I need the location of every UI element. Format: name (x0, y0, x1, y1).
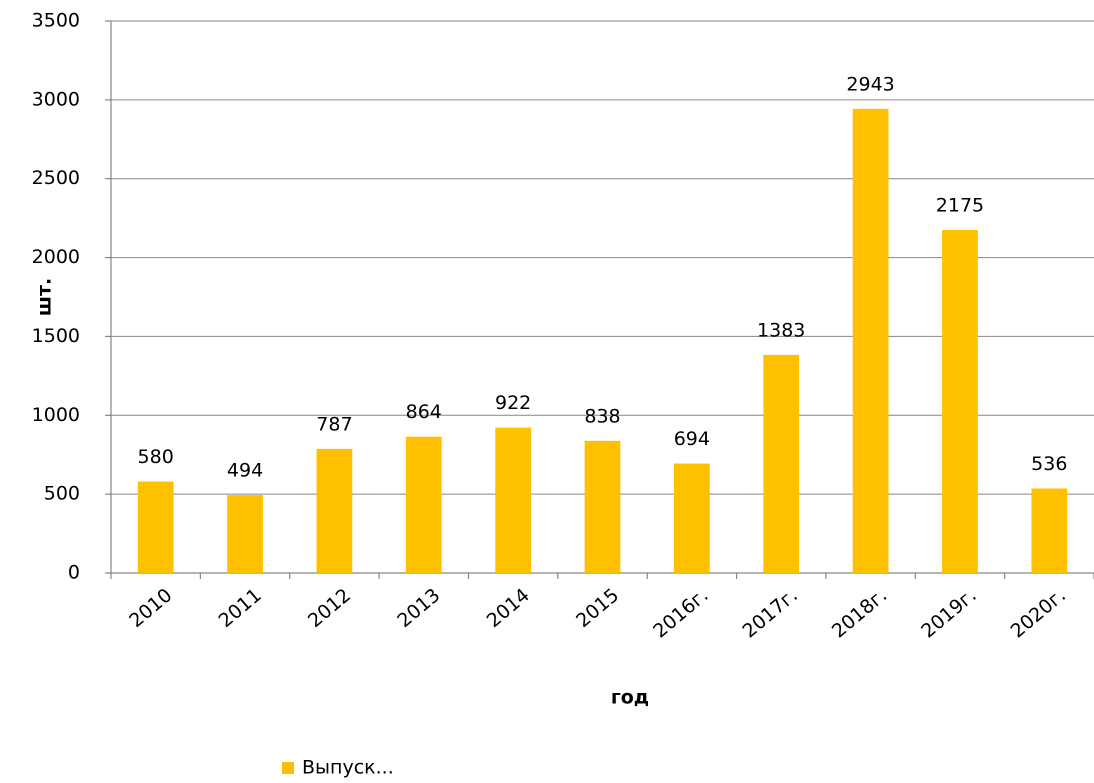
data-label: 787 (316, 413, 352, 435)
bar (405, 436, 442, 573)
x-tick-label: 2011 (215, 584, 266, 632)
legend-label: Выпуск... (302, 757, 394, 779)
y-tick-label: 500 (44, 483, 80, 505)
bar (673, 463, 710, 573)
x-tick-label: 2019г. (917, 584, 980, 642)
data-label: 922 (495, 392, 531, 414)
data-label: 494 (227, 460, 263, 482)
data-label: 694 (674, 428, 710, 450)
data-label: 1383 (757, 319, 805, 341)
data-label: 838 (584, 405, 620, 427)
data-label: 536 (1031, 453, 1067, 475)
bar (584, 440, 621, 573)
data-label: 580 (138, 446, 174, 468)
data-label: 2175 (936, 194, 984, 216)
bar (495, 427, 532, 573)
x-tick-label: 2017г. (739, 584, 802, 642)
bar (316, 448, 353, 573)
y-tick-label: 0 (68, 562, 80, 584)
data-label: 2943 (846, 73, 894, 95)
x-tick-label: 2016г. (649, 584, 712, 642)
x-tick-label: 2013 (393, 584, 444, 632)
bar (1031, 488, 1068, 573)
bar (227, 495, 263, 573)
x-tick-label: 2018г. (828, 584, 891, 642)
y-tick-label: 1000 (32, 404, 80, 426)
y-axis-label: шт. (34, 278, 56, 316)
x-tick-label: 2015 (572, 584, 623, 632)
bar (942, 229, 978, 573)
x-tick-label: 2012 (304, 584, 355, 632)
bar (763, 354, 800, 573)
data-label: 864 (406, 401, 442, 423)
y-tick-label: 3000 (32, 88, 80, 110)
y-tick-label: 2500 (32, 167, 80, 189)
x-tick-label: 2014 (483, 584, 534, 632)
y-tick-label: 3500 (32, 10, 80, 32)
x-tick-label: 2020г. (1007, 584, 1070, 642)
x-tick-label: 2010 (125, 584, 176, 632)
x-axis-label: год (611, 687, 649, 709)
legend-swatch (282, 762, 294, 774)
y-tick-label: 1500 (32, 325, 80, 347)
bar (137, 481, 174, 573)
y-tick-label: 2000 (32, 246, 80, 268)
bar (852, 108, 889, 573)
